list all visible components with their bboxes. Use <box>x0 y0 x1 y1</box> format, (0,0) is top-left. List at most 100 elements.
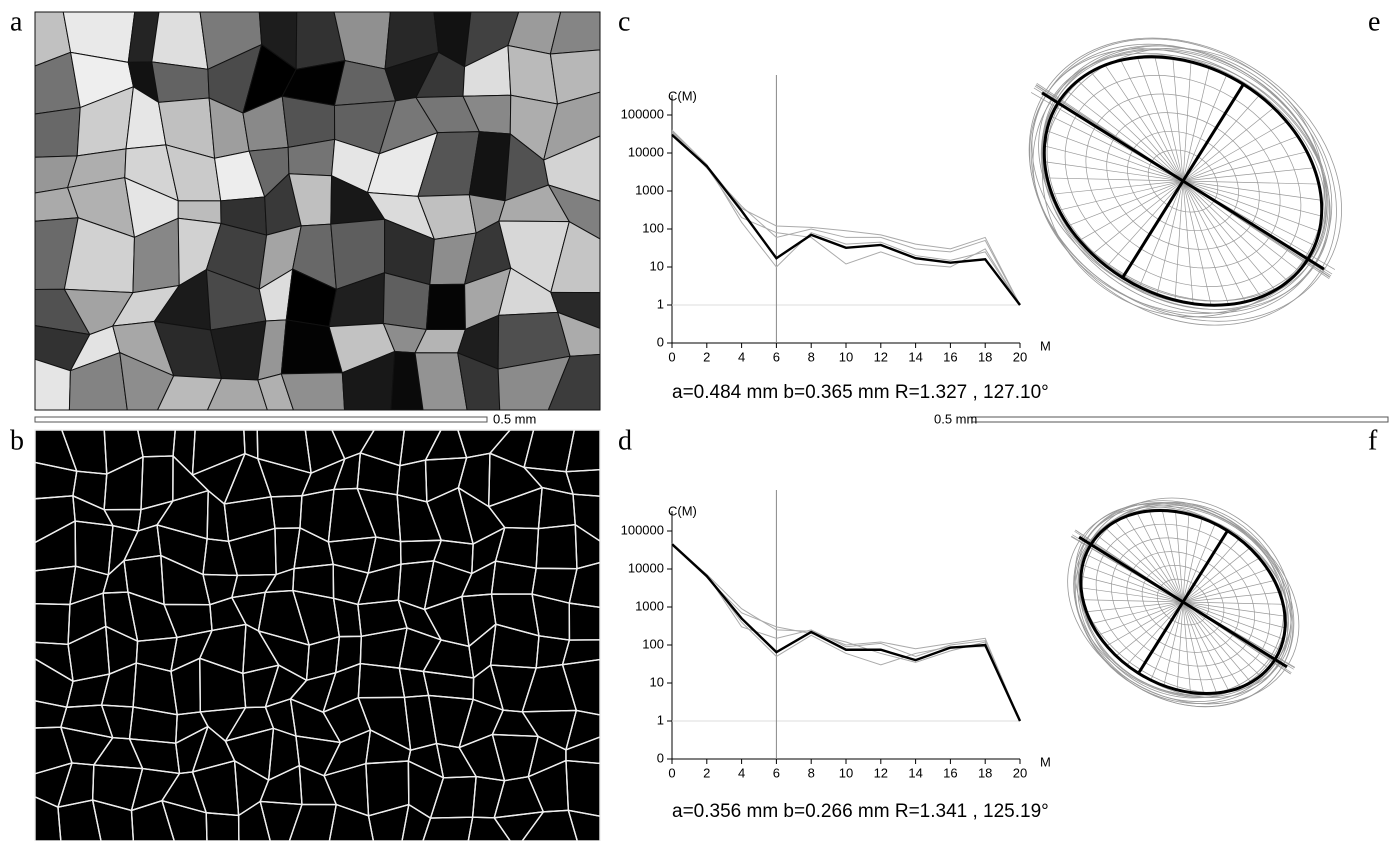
grain-boundary <box>57 799 102 841</box>
radial-line <box>1136 512 1184 603</box>
radial-line <box>1182 523 1216 603</box>
panel-label: e <box>1368 6 1380 37</box>
radial-line <box>1182 601 1286 629</box>
radial-line <box>1182 180 1300 272</box>
y-tick-label: 1 <box>657 296 664 311</box>
radial-line <box>1182 180 1229 305</box>
ellipse-diagram <box>1028 37 1342 326</box>
grain-boundary-map <box>34 429 601 841</box>
radial-line <box>1182 601 1241 688</box>
y-tick-label: 10000 <box>628 144 664 159</box>
sample-ellipse <box>1073 502 1294 708</box>
x-tick-label: 0 <box>668 765 675 780</box>
radial-line <box>1182 61 1192 182</box>
radial-line <box>1182 180 1320 232</box>
grain-boundary <box>130 799 175 841</box>
radial-line <box>1097 535 1184 603</box>
grain <box>34 106 81 158</box>
radial-line <box>1150 601 1184 681</box>
y-tick-label: 10 <box>650 674 664 689</box>
x-tick-label: 20 <box>1013 349 1027 364</box>
grain-boundary <box>237 800 271 841</box>
x-tick-label: 6 <box>773 349 780 364</box>
series-line <box>671 543 1022 722</box>
x-tick-label: 14 <box>908 349 922 364</box>
radial-line <box>1106 601 1184 647</box>
x-tick-label: 14 <box>908 765 922 780</box>
y-tick-label: 1000 <box>635 182 664 197</box>
x-tick-label: 18 <box>978 765 992 780</box>
grain-boundary <box>161 799 208 841</box>
radial-line <box>1182 568 1268 603</box>
radial-line <box>1091 601 1184 624</box>
y-tick-label: 0 <box>657 750 664 765</box>
radial-line <box>1182 601 1285 617</box>
series-line <box>671 544 1021 722</box>
radial-line <box>1058 180 1184 211</box>
series-line <box>671 131 1021 306</box>
radial-line <box>1156 180 1184 295</box>
radial-line <box>1085 553 1184 603</box>
x-tick-label: 20 <box>1013 765 1027 780</box>
radial-line <box>1139 180 1184 288</box>
radial-line <box>1182 180 1319 185</box>
grain-boundary <box>401 803 432 841</box>
series-line <box>671 543 1021 722</box>
sample-ellipse <box>1042 47 1325 318</box>
grain <box>151 61 210 103</box>
radial-line <box>1182 601 1217 694</box>
radial-line <box>1182 601 1230 692</box>
radial-line <box>1182 95 1260 182</box>
grain-boundary <box>367 803 410 841</box>
series-line <box>671 544 1021 722</box>
grain-boundary <box>467 816 511 841</box>
radial-line <box>1182 538 1240 603</box>
grain <box>281 95 336 148</box>
x-tick-label: 18 <box>978 349 992 364</box>
radial-line <box>1182 135 1298 182</box>
radial-line <box>1137 57 1184 182</box>
radial-line <box>1182 180 1315 247</box>
radial-line <box>1182 151 1308 182</box>
grain <box>547 353 601 411</box>
y-tick-label: 1 <box>657 712 664 727</box>
minor-axis <box>1137 529 1229 675</box>
radial-line <box>1154 56 1184 182</box>
chart: 0 1 10 100 1000 10000 100000 0 2 4 6 8 10 12 14 16 18 20 C… <box>621 490 1051 822</box>
radial-line <box>1092 180 1184 255</box>
radial-line <box>1182 601 1252 683</box>
radial-line <box>1068 180 1184 227</box>
x-axis-label: M <box>1040 338 1051 353</box>
grain-boundary <box>567 809 601 841</box>
radial-line <box>1182 601 1284 605</box>
radial-line <box>1090 71 1184 182</box>
x-tick-label: 0 <box>668 349 675 364</box>
x-tick-label: 8 <box>808 765 815 780</box>
radial-line <box>1051 115 1184 182</box>
scale-bar <box>34 416 488 423</box>
radial-line <box>1182 180 1262 298</box>
grain-boundary <box>328 803 375 841</box>
radial-line <box>1149 510 1184 603</box>
x-tick-label: 4 <box>738 349 745 364</box>
radial-line <box>1182 180 1322 201</box>
radial-line <box>1079 180 1184 241</box>
series-line <box>671 130 1021 306</box>
x-tick-label: 12 <box>874 349 888 364</box>
radial-line <box>1182 514 1190 603</box>
y-tick-label: 100000 <box>621 522 664 537</box>
radial-line <box>1081 587 1184 603</box>
panel-label: a <box>10 6 23 37</box>
x-axis-label: M <box>1040 754 1051 769</box>
radial-line <box>1182 167 1315 182</box>
radial-line <box>1082 599 1184 603</box>
radial-line <box>1125 516 1184 603</box>
radial-line <box>1175 511 1184 603</box>
grain-boundary <box>521 809 578 841</box>
grain <box>425 283 466 331</box>
y-tick-label: 0 <box>657 334 664 349</box>
y-tick-label: 100000 <box>621 106 664 121</box>
radial-line <box>1182 180 1322 217</box>
radial-line <box>1044 161 1184 182</box>
